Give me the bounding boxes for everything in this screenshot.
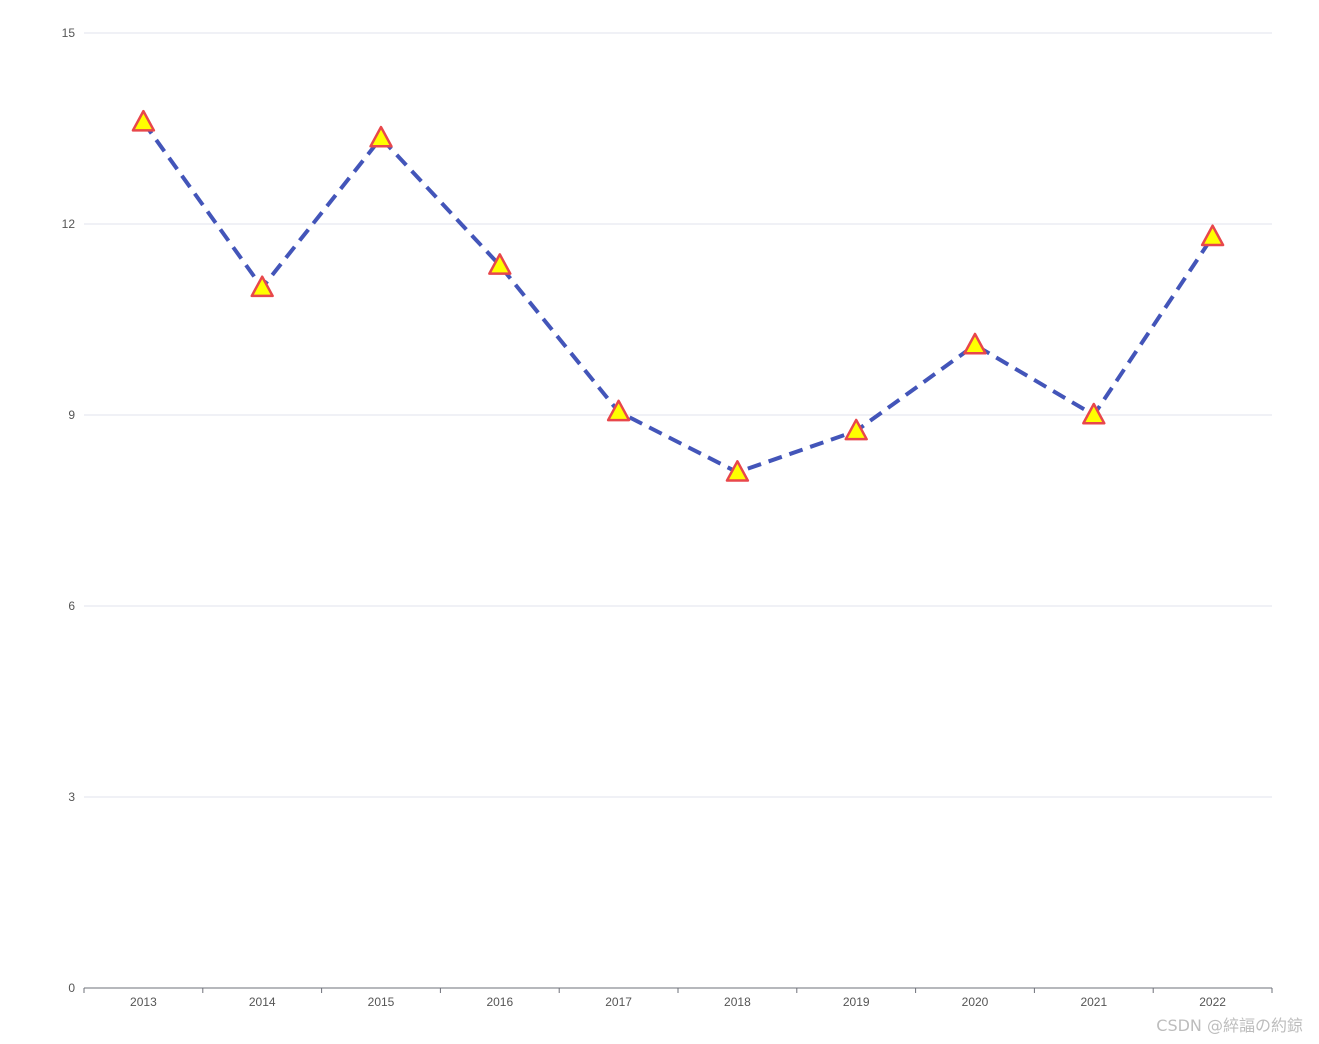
series-line	[141, 120, 1215, 475]
series-markers	[131, 109, 1225, 482]
watermark-text: CSDN @綷諨の約鍄	[1156, 1016, 1303, 1035]
series-line-path	[141, 120, 1215, 475]
triangle-marker	[725, 460, 750, 482]
y-tick-label: 12	[62, 217, 76, 231]
triangle-marker	[250, 275, 274, 298]
triangle-marker	[488, 253, 512, 275]
x-tick-label: 2015	[368, 995, 395, 1009]
x-axis-labels: 2013 2014 2015 2016 2017 2018 2019 2020 2021 2022	[130, 995, 1226, 1009]
x-tick-label: 2019	[843, 995, 870, 1009]
y-axis-labels: 0 3 6 9 12 15	[62, 26, 76, 995]
x-tick-label: 2022	[1199, 995, 1226, 1009]
x-axis	[83, 987, 1273, 993]
triangle-marker	[369, 125, 393, 148]
triangle-marker	[963, 332, 987, 355]
x-tick-label: 2014	[249, 995, 276, 1009]
x-tick-label: 2017	[605, 995, 632, 1009]
x-tick-label: 2018	[724, 995, 751, 1009]
x-tick-label: 2016	[486, 995, 513, 1009]
triangle-marker	[131, 109, 156, 132]
y-tick-label: 0	[68, 981, 75, 995]
y-tick-label: 6	[68, 599, 75, 613]
x-tick-label: 2020	[962, 995, 989, 1009]
triangle-marker	[1082, 402, 1106, 425]
x-tick-label: 2021	[1080, 995, 1107, 1009]
triangle-marker	[606, 399, 631, 422]
y-tick-label: 9	[68, 408, 75, 422]
grid-lines	[84, 32, 1272, 798]
y-tick-label: 15	[62, 26, 76, 40]
x-tick-label: 2013	[130, 995, 157, 1009]
y-tick-label: 3	[68, 790, 75, 804]
triangle-marker	[1200, 224, 1225, 247]
triangle-marker	[844, 418, 868, 441]
